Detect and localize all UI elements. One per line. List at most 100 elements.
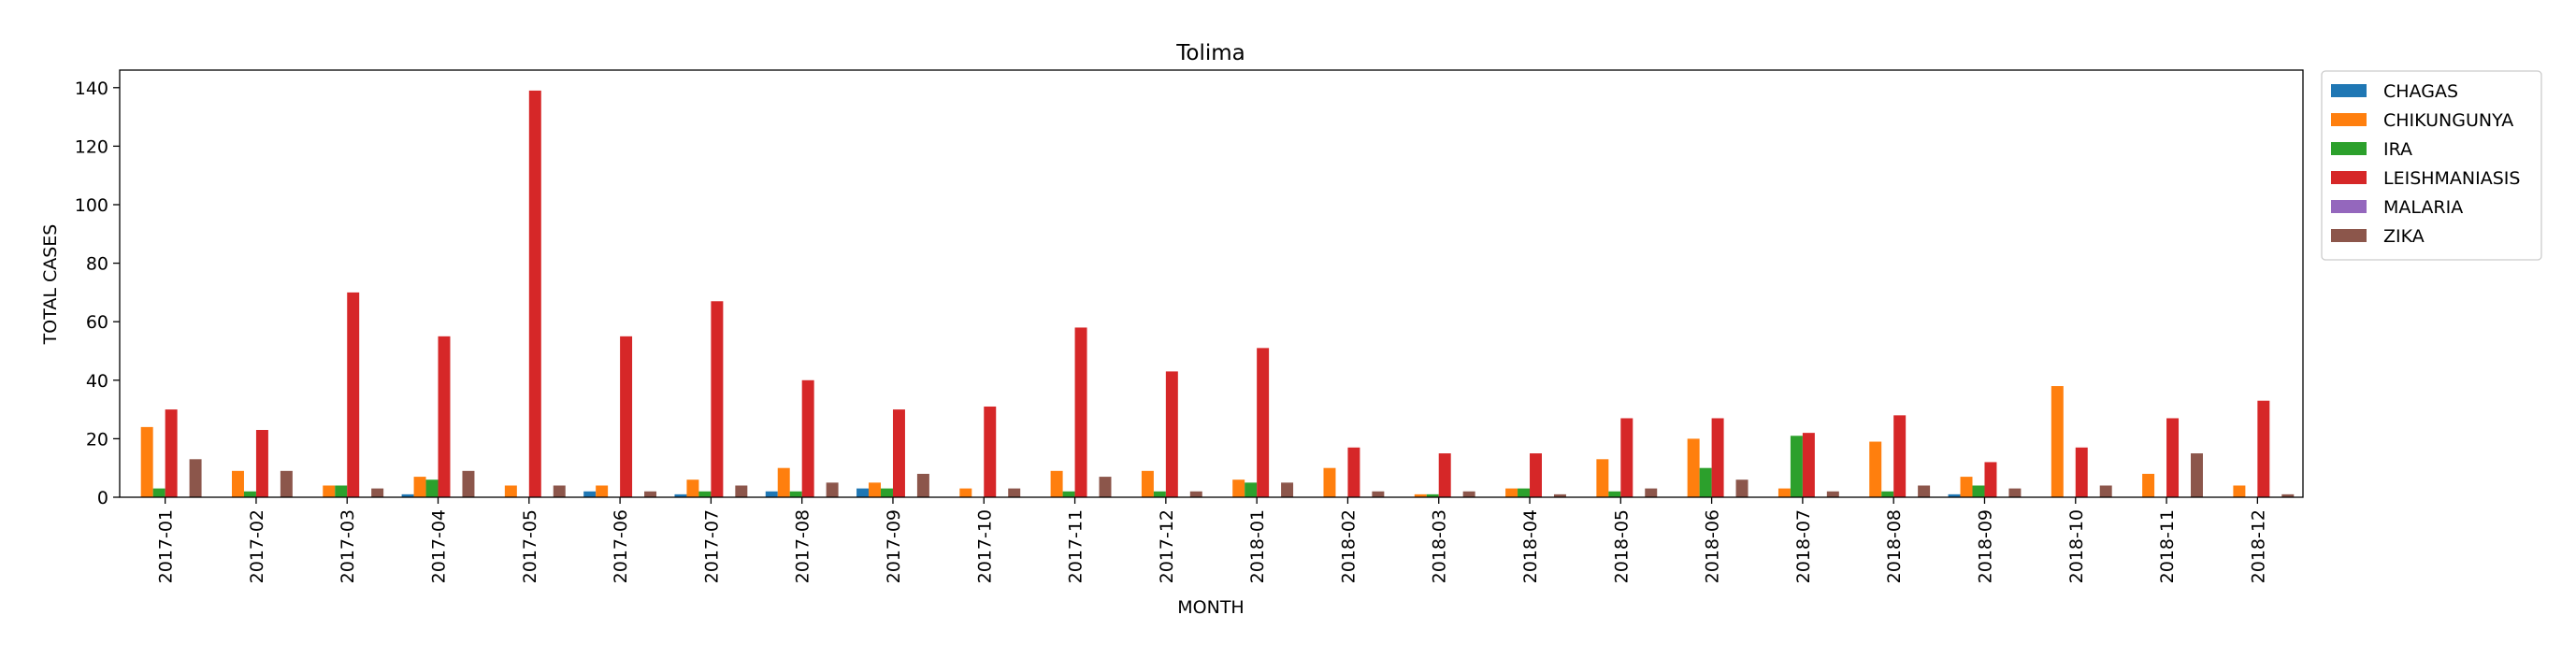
bar-chagas-2017-06 (583, 491, 597, 497)
legend: CHAGAS CHIKUNGUNYA IRA LEISHMANIASIS MALARIA… (2321, 70, 2542, 261)
x-tick-label: 2017-11 (1066, 509, 1087, 583)
x-tick-label: 2017-01 (156, 509, 177, 583)
bar-leishmaniasis-2017-09 (892, 409, 905, 497)
bar-leishmaniasis-2017-11 (1074, 327, 1087, 497)
x-tick-label: 2018-10 (2066, 509, 2087, 583)
y-tick-label: 80 (86, 254, 108, 275)
bar-chikungunya-2018-06 (1687, 438, 1700, 497)
x-tick-label: 2018-03 (1430, 509, 1450, 583)
x-axis-title: MONTH (1177, 597, 1244, 618)
bar-zika-2018-04 (1553, 494, 1566, 497)
bar-chikungunya-2017-09 (869, 482, 881, 497)
bar-chikungunya-2018-08 (1869, 441, 1882, 497)
x-tick-label: 2017-03 (338, 509, 358, 583)
x-tick-label: 2018-02 (1338, 509, 1359, 583)
bar-chikungunya-2017-04 (413, 477, 426, 497)
bar-leishmaniasis-2018-12 (2257, 400, 2270, 497)
legend-label-chagas: CHAGAS (2383, 81, 2458, 102)
bar-zika-2017-09 (916, 473, 929, 497)
bar-chikungunya-2017-03 (323, 485, 336, 497)
bar-chikungunya-2018-01 (1232, 479, 1245, 497)
legend-swatch-chikungunya (2331, 113, 2367, 126)
x-tick-label: 2017-09 (884, 509, 904, 583)
y-tick-label: 100 (75, 195, 108, 216)
legend-label-malaria: MALARIA (2383, 197, 2463, 218)
bar-leishmaniasis-2018-11 (2166, 418, 2180, 497)
y-tick-label: 0 (97, 488, 108, 508)
legend-swatch-ira (2331, 142, 2367, 155)
bar-leishmaniasis-2017-02 (255, 430, 268, 497)
bar-chikungunya-2017-01 (140, 426, 153, 497)
bar-chikungunya-2017-10 (959, 488, 972, 497)
legend-swatch-leishmaniasis (2331, 171, 2367, 184)
y-tick-label: 20 (86, 429, 108, 450)
y-tick-label: 40 (86, 371, 108, 392)
bar-zika-2017-07 (735, 485, 748, 497)
bar-ira-2017-01 (152, 488, 165, 497)
x-tick-label: 2018-09 (1975, 509, 1995, 583)
bar-leishmaniasis-2018-06 (1711, 418, 1724, 497)
x-tick-label: 2017-10 (974, 509, 995, 583)
y-axis: 0 20 40 60 80 100 120 140 (75, 79, 120, 508)
bar-leishmaniasis-2017-10 (984, 406, 997, 497)
x-tick-label: 2017-04 (429, 509, 450, 583)
bar-chikungunya-2017-07 (686, 479, 699, 497)
bar-leishmaniasis-2017-08 (801, 379, 814, 497)
bar-ira-2017-09 (881, 488, 893, 497)
bar-chikungunya-2017-02 (231, 470, 244, 497)
bar-chikungunya-2018-11 (2142, 473, 2155, 497)
bar-leishmaniasis-2017-05 (528, 90, 541, 497)
x-tick-label: 2018-11 (2157, 509, 2178, 583)
bar-chikungunya-2017-12 (1141, 470, 1154, 497)
legend-label-ira: IRA (2383, 139, 2412, 160)
bar-chikungunya-2018-03 (1414, 494, 1427, 497)
bar-ira-2017-03 (335, 485, 348, 497)
x-tick-label: 2017-05 (520, 509, 540, 583)
bar-zika-2017-11 (1099, 477, 1112, 497)
bar-zika-2017-05 (553, 485, 566, 497)
legend-swatch-zika (2331, 229, 2367, 242)
bar-zika-2017-12 (1189, 491, 1202, 497)
legend-label-chikungunya: CHIKUNGUNYA (2383, 110, 2513, 131)
bar-zika-2017-01 (189, 459, 202, 497)
x-tick-label: 2017-12 (1157, 509, 1177, 583)
bar-zika-2018-10 (2099, 485, 2112, 497)
y-tick-label: 140 (75, 79, 108, 99)
bar-leishmaniasis-2017-07 (711, 301, 724, 497)
legend-swatch-malaria (2331, 200, 2367, 213)
bar-ira-2018-01 (1245, 482, 1258, 497)
bar-leishmaniasis-2017-01 (165, 409, 178, 497)
bar-zika-2018-05 (1645, 488, 1658, 497)
bar-leishmaniasis-2017-12 (1165, 371, 1178, 497)
bar-chikungunya-2018-02 (1323, 467, 1336, 497)
bar-ira-2018-06 (1699, 467, 1712, 497)
bar-zika-2017-02 (280, 470, 293, 497)
bar-chagas-2017-07 (674, 494, 687, 497)
x-tick-label: 2018-04 (1520, 509, 1541, 583)
bar-chikungunya-2018-09 (1960, 477, 1973, 497)
bar-zika-2018-03 (1462, 491, 1475, 497)
bar-ira-2017-04 (425, 479, 439, 497)
bar-leishmaniasis-2018-07 (1802, 433, 1815, 497)
bar-zika-2017-04 (462, 470, 475, 497)
bar-ira-2017-08 (789, 491, 802, 497)
x-tick-label: 2017-02 (247, 509, 267, 583)
bar-leishmaniasis-2017-03 (347, 292, 360, 497)
bar-zika-2017-06 (644, 491, 657, 497)
bar-leishmaniasis-2018-02 (1347, 447, 1360, 497)
bar-leishmaniasis-2018-01 (1257, 348, 1270, 497)
bar-zika-2018-02 (1372, 491, 1385, 497)
y-tick-label: 120 (75, 136, 108, 157)
bar-leishmaniasis-2017-06 (620, 336, 633, 497)
x-tick-label: 2018-01 (1247, 509, 1268, 583)
y-tick-label: 60 (86, 312, 108, 333)
x-tick-label: 2018-07 (1793, 509, 1814, 583)
bar-zika-2018-12 (2281, 494, 2295, 497)
bar-zika-2017-03 (371, 488, 384, 497)
plot-frame (119, 69, 2304, 498)
bar-ira-2017-11 (1062, 491, 1075, 497)
x-axis: 2017-01 2017-02 2017-03 2017-04 2017-05 2017-… (156, 497, 2268, 583)
bar-chikungunya-2017-08 (777, 467, 790, 497)
bar-zika-2017-10 (1008, 488, 1021, 497)
